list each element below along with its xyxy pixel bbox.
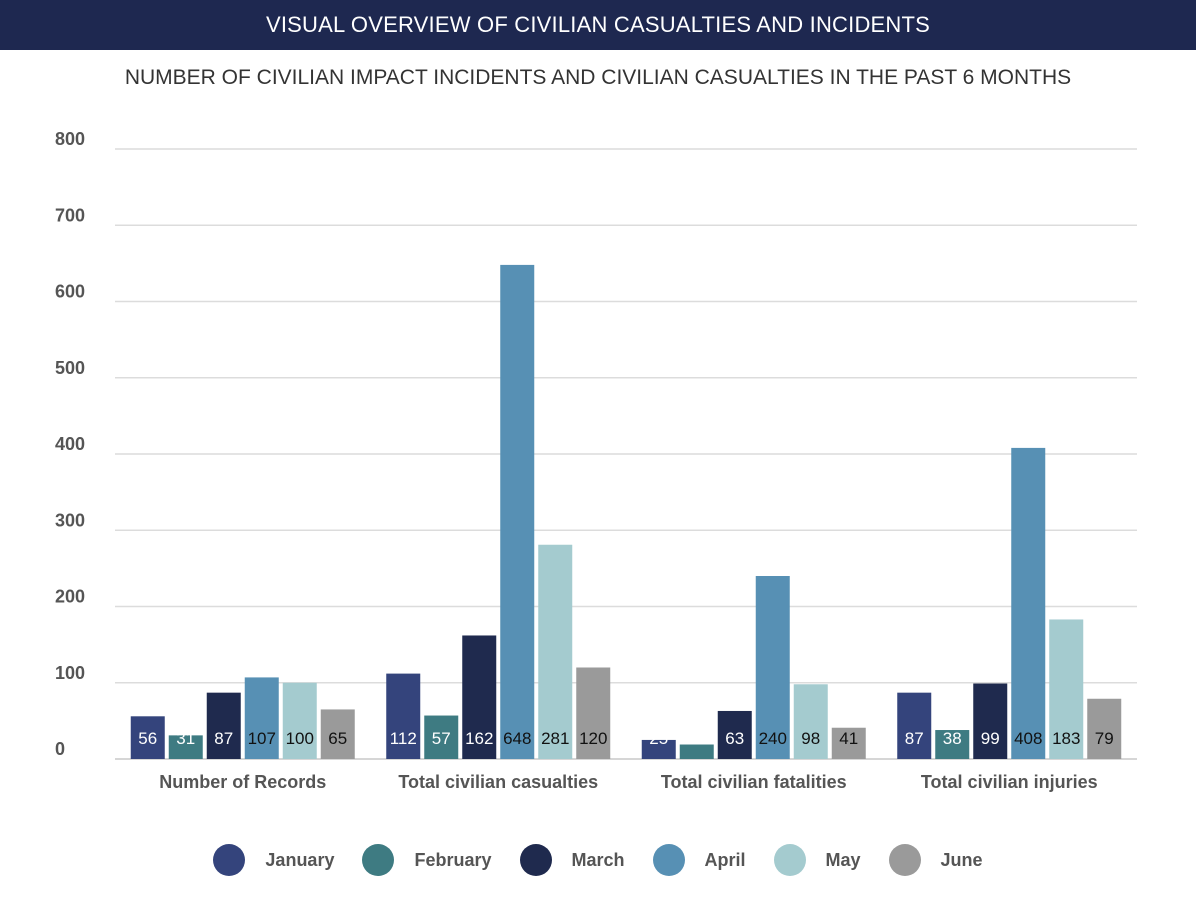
data-label: 31 — [176, 729, 195, 748]
bar-january-4 — [897, 692, 932, 759]
bar-january-1 — [130, 716, 165, 759]
bar-february-4 — [935, 730, 970, 759]
x-category-label: Total civilian fatalities — [661, 772, 847, 792]
data-label: 183 — [1052, 729, 1080, 748]
legend-label: June — [940, 849, 983, 870]
data-label: 65 — [328, 729, 347, 748]
bar-april-2 — [500, 264, 535, 759]
data-label: 99 — [981, 729, 1000, 748]
bar-february-3 — [679, 744, 714, 759]
bar-may-3 — [793, 684, 828, 759]
legend-swatch — [362, 844, 395, 876]
data-label: 41 — [839, 729, 858, 748]
data-label: 63 — [725, 729, 744, 748]
data-label: 281 — [541, 729, 569, 748]
legend-swatch — [519, 844, 552, 876]
legend-swatch — [773, 844, 806, 876]
y-tick-label: 400 — [55, 434, 85, 454]
legend-label: January — [265, 849, 335, 870]
bar-february-1 — [168, 735, 203, 759]
data-label: 87 — [214, 729, 233, 748]
data-label: 408 — [1014, 729, 1042, 748]
legend-item-march: March — [519, 844, 625, 876]
data-label: 79 — [1095, 729, 1114, 748]
y-tick-label: 500 — [55, 358, 85, 378]
legend-swatch — [888, 844, 921, 876]
chart-title: NUMBER OF CIVILIAN IMPACT INCIDENTS AND … — [124, 66, 1072, 89]
data-label: 98 — [801, 729, 820, 748]
legend-label: April — [704, 849, 746, 870]
data-label: 57 — [432, 729, 451, 748]
data-label: 112 — [390, 729, 417, 748]
bar-may-1 — [282, 682, 317, 759]
bar-april-3 — [755, 576, 790, 759]
y-tick-label: 200 — [55, 587, 85, 607]
data-label: 240 — [759, 729, 787, 748]
bar-june-1 — [320, 709, 355, 759]
x-category-label: Number of Records — [159, 772, 326, 792]
bar-march-1 — [206, 692, 241, 759]
x-category-label: Total civilian injuries — [921, 772, 1098, 792]
data-label: 648 — [503, 729, 531, 748]
legend-item-may: May — [773, 844, 861, 876]
legend-swatch — [652, 844, 685, 876]
legend-label: February — [414, 849, 492, 870]
legend-label: March — [571, 849, 625, 870]
data-label: 120 — [579, 729, 607, 748]
data-label: 25 — [649, 729, 668, 748]
data-label: 87 — [905, 729, 924, 748]
data-label: 162 — [465, 729, 493, 748]
bar-june-3 — [831, 727, 866, 759]
y-tick-label: 300 — [55, 510, 85, 530]
legend-item-february: February — [362, 844, 492, 876]
bar-june-2 — [576, 667, 611, 759]
y-tick-label: 800 — [55, 129, 85, 149]
data-label: 38 — [943, 729, 962, 748]
data-label: 107 — [248, 729, 276, 748]
y-tick-label: 100 — [55, 663, 85, 683]
y-tick-label: 700 — [55, 205, 85, 225]
header-bar: VISUAL OVERVIEW OF CIVILIAN CASUALTIES A… — [0, 0, 1196, 50]
bar-march-3 — [717, 710, 752, 759]
bar-chart: 0 100 200 300 400 500 600 700 800 56 31 87 107 100 65 N… — [55, 129, 1137, 792]
chart-legend: January February March April May June — [0, 842, 1196, 878]
x-category-label: Total civilian casualties — [398, 772, 598, 792]
bar-march-2 — [462, 635, 497, 759]
bar-april-4 — [1011, 447, 1046, 759]
data-label: 100 — [286, 729, 314, 748]
y-tick-label: 600 — [55, 282, 85, 302]
legend-item-january: January — [213, 844, 334, 876]
bar-april-1 — [244, 677, 279, 759]
legend-label: May — [825, 849, 861, 870]
bar-may-2 — [538, 544, 573, 759]
data-label: 19 — [687, 729, 706, 748]
bar-march-4 — [973, 683, 1008, 759]
data-label: 56 — [138, 729, 157, 748]
page-title: VISUAL OVERVIEW OF CIVILIAN CASUALTIES A… — [265, 12, 931, 37]
bar-january-3 — [641, 739, 676, 759]
y-tick-label: 0 — [55, 739, 65, 759]
bar-may-4 — [1049, 619, 1084, 759]
legend-item-june: June — [888, 844, 983, 876]
bar-june-4 — [1087, 698, 1122, 759]
legend-item-april: April — [652, 844, 746, 876]
bar-january-2 — [386, 673, 421, 759]
bar-february-2 — [424, 715, 459, 759]
legend-swatch — [213, 844, 246, 876]
